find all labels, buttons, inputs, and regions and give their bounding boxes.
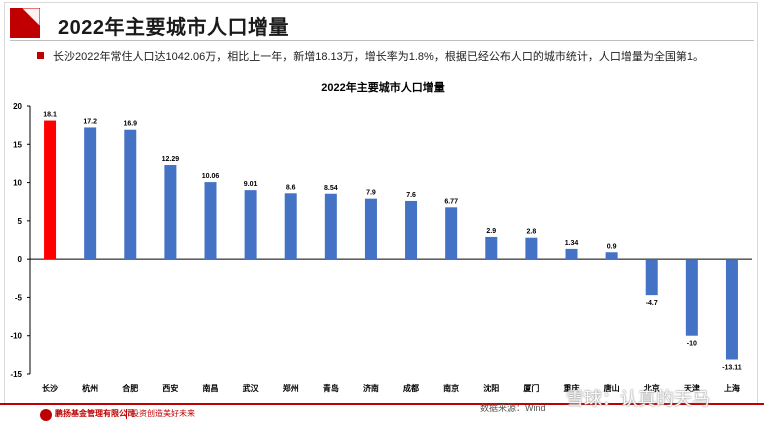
data-label: 2.8 bbox=[527, 229, 537, 236]
company-slogan: 投资创造美好未来 bbox=[131, 409, 195, 418]
x-tick-label: 长沙 bbox=[42, 383, 58, 393]
y-tick-label: 15 bbox=[13, 140, 22, 149]
x-tick-label: 济南 bbox=[363, 383, 379, 393]
bar bbox=[204, 182, 217, 260]
bar bbox=[445, 207, 458, 260]
data-label: 7.6 bbox=[406, 192, 416, 199]
y-tick-label: 0 bbox=[18, 255, 23, 264]
x-tick-label: 武汉 bbox=[243, 383, 260, 393]
bar bbox=[244, 190, 257, 260]
x-tick-label: 南京 bbox=[443, 383, 459, 393]
data-label: 16.9 bbox=[123, 121, 137, 128]
x-tick-label: 合肥 bbox=[121, 383, 138, 393]
company-logo-icon bbox=[40, 409, 52, 421]
data-label: -13.11 bbox=[722, 365, 742, 372]
x-axis-labels: 长沙 杭州 合肥 西安 南昌 武汉 郑州 青岛 济南 成都 南京 沈阳 厦门 重庆 唐山 北京 天津 上海 bbox=[42, 383, 740, 393]
x-tick-label: 天津 bbox=[684, 383, 700, 393]
y-tick-label: -10 bbox=[10, 332, 22, 341]
x-tick-label: 北京 bbox=[644, 383, 660, 393]
data-label: 18.1 bbox=[43, 112, 57, 119]
title-divider bbox=[10, 40, 754, 41]
bar bbox=[84, 127, 97, 260]
bar bbox=[725, 259, 738, 360]
y-tick-label: 5 bbox=[18, 217, 23, 226]
x-tick-label: 杭州 bbox=[82, 383, 98, 393]
bar bbox=[284, 193, 297, 260]
bullet-text: 长沙2022年常住人口达1042.06万，相比上一年，新增18.13万，增长率为… bbox=[53, 51, 704, 63]
bar bbox=[645, 259, 658, 296]
x-tick-label: 南昌 bbox=[203, 383, 219, 393]
y-axis: -15 -10 -5 0 5 10 15 20 bbox=[10, 102, 752, 379]
data-label: 10.06 bbox=[202, 173, 220, 180]
bar bbox=[405, 200, 418, 260]
y-tick-label: -5 bbox=[15, 293, 23, 302]
x-tick-label: 重庆 bbox=[564, 383, 580, 393]
data-label: -10 bbox=[687, 341, 697, 348]
bar bbox=[124, 129, 137, 260]
data-label: 1.34 bbox=[565, 240, 579, 247]
data-label: 2.9 bbox=[486, 228, 496, 235]
watermark: 雪球：认真的天马 bbox=[566, 389, 710, 409]
bar bbox=[44, 120, 57, 260]
bullet-icon bbox=[37, 52, 44, 59]
title-logo-icon bbox=[10, 8, 40, 38]
bar bbox=[485, 236, 498, 260]
data-label: 9.01 bbox=[244, 181, 258, 188]
company-name: 鹏扬基金管理有限公司 bbox=[55, 409, 135, 418]
data-label: 6.77 bbox=[444, 198, 458, 205]
data-label: 17.2 bbox=[83, 118, 97, 125]
data-labels: 18.1 17.2 16.9 12.29 10.06 9.01 8.6 8.54 7.9 7.6 6… bbox=[43, 112, 742, 372]
x-tick-label: 上海 bbox=[724, 383, 740, 393]
bar bbox=[565, 248, 578, 260]
bar-series bbox=[44, 120, 738, 360]
page-title: 2022年主要城市人口增量 bbox=[58, 17, 289, 39]
y-tick-label: -15 bbox=[10, 370, 22, 379]
data-label: 12.29 bbox=[162, 156, 180, 163]
x-tick-label: 郑州 bbox=[283, 383, 299, 393]
x-tick-label: 西安 bbox=[162, 383, 178, 393]
x-tick-label: 厦门 bbox=[523, 383, 539, 393]
data-label: 0.9 bbox=[607, 243, 617, 250]
chart-title: 2022年主要城市人口增量 bbox=[321, 80, 444, 94]
data-label: -4.7 bbox=[646, 300, 658, 307]
footer-bar bbox=[0, 403, 764, 427]
footer-divider bbox=[126, 409, 127, 419]
x-tick-label: 沈阳 bbox=[483, 383, 499, 393]
x-tick-label: 唐山 bbox=[604, 383, 620, 393]
bar bbox=[364, 198, 377, 260]
x-tick-label: 青岛 bbox=[323, 383, 339, 393]
bar bbox=[685, 259, 698, 336]
data-label: 7.9 bbox=[366, 190, 376, 197]
bar bbox=[324, 193, 337, 260]
y-tick-label: 10 bbox=[13, 179, 22, 188]
y-tick-label: 20 bbox=[13, 102, 22, 111]
bar bbox=[164, 165, 177, 260]
data-source: 数据来源：Wind bbox=[480, 403, 546, 413]
data-label: 8.54 bbox=[324, 185, 338, 192]
data-label: 8.6 bbox=[286, 184, 296, 191]
bar bbox=[525, 237, 538, 260]
x-tick-label: 成都 bbox=[403, 383, 419, 393]
bar bbox=[605, 252, 618, 260]
